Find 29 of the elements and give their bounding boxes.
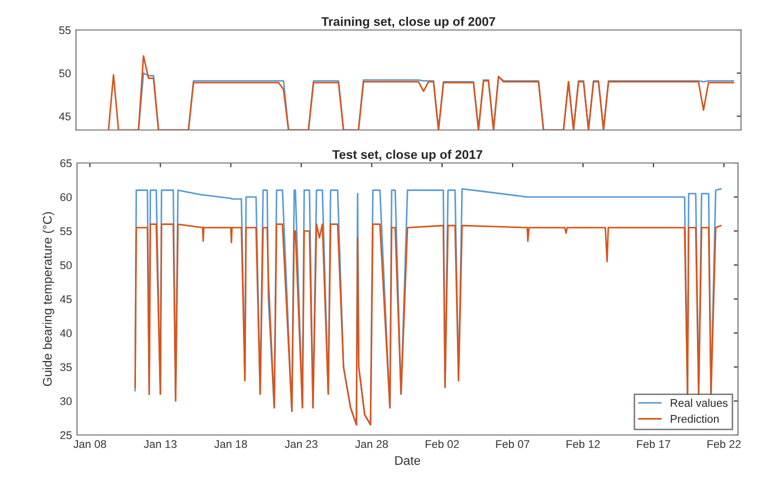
x-tick-label: Feb 07 — [496, 440, 530, 448]
x-tick-label: Feb 22 — [708, 440, 741, 448]
x-tick-label: Feb 02 — [426, 440, 459, 448]
x-axis-title: Date — [395, 456, 420, 465]
x-tick-label: Jan 13 — [144, 440, 177, 448]
line-series — [108, 55, 734, 130]
y-tick-label: 50 — [59, 69, 71, 78]
x-tick-label: Jan 23 — [284, 440, 318, 448]
y-tick-label: 35 — [60, 363, 72, 372]
y-tick-label: 40 — [60, 329, 72, 338]
y-tick-label: 30 — [60, 397, 72, 406]
y-tick-label: 45 — [60, 295, 72, 304]
x-tick-label: Jan 28 — [355, 440, 388, 448]
y-tick-label: 60 — [60, 193, 72, 202]
y-tick-label: 55 — [59, 26, 71, 34]
chart-title: Training set, close up of 2007 — [321, 16, 496, 28]
y-tick-label: 45 — [59, 112, 71, 120]
y-tick-label: 65 — [60, 159, 72, 168]
legend-label: Real values — [670, 398, 728, 407]
x-tick-label: Jan 18 — [214, 440, 247, 448]
x-tick-label: Feb 17 — [637, 440, 670, 448]
y-tick-label: 50 — [60, 261, 72, 270]
y-axis-title: Guide bearing temperature (°C) — [42, 212, 54, 386]
x-tick-label: Jan 08 — [73, 440, 106, 448]
y-tick-label: 55 — [60, 227, 72, 236]
x-tick-label: Feb 12 — [566, 440, 600, 448]
legend-label: Prediction — [670, 414, 719, 423]
y-tick-label: 25 — [60, 431, 72, 440]
chart-title: Test set, close up of 2017 — [332, 150, 482, 162]
